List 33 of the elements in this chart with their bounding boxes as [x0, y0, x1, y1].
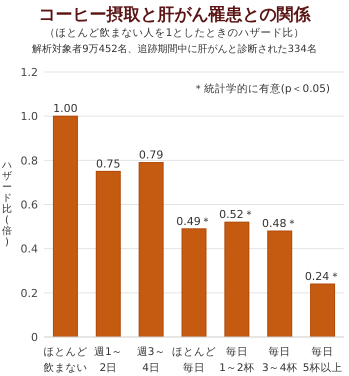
data-label: 0.79 — [138, 148, 164, 162]
y-axis-title: ハザード比(倍) — [1, 160, 12, 248]
x-tick-label: ほとんど飲まない — [43, 346, 88, 374]
bar — [96, 170, 121, 338]
data-label: 0.52＊ — [219, 208, 255, 222]
data-label: 0.24＊ — [304, 270, 340, 283]
data-label: 0.49＊ — [176, 214, 212, 228]
y-tick-label: 1.2 — [20, 66, 38, 79]
x-tick-label: 毎日3～4杯 — [262, 346, 298, 374]
bar — [310, 284, 336, 338]
y-tick-label: 0.2 — [20, 286, 38, 300]
bar — [224, 222, 250, 338]
x-tick-label: 週3～4日 — [136, 346, 166, 374]
annotation: ＊統計学的に有意(p＜0.05) — [192, 82, 330, 95]
y-tick-label: 0 — [31, 331, 38, 344]
y-tick-label: 0.6 — [20, 198, 38, 212]
chart-title: コーヒー摂取と肝がん罹患との関係 — [38, 5, 312, 25]
x-tick-label: 週1～2日 — [94, 346, 123, 374]
text: 解析対象者9万452名、追跡期間中に肝がんと診断された334名 — [32, 43, 317, 55]
bar — [138, 162, 164, 338]
y-tick-label: 0.4 — [20, 242, 38, 256]
data-label: 0.48＊ — [262, 217, 298, 230]
x-tick-label: 毎日5杯以上 — [302, 346, 342, 374]
chart-subtitle: （ほとんど飲まない人を1としたときのハザード比） — [44, 26, 304, 39]
x-tick-label: ほとんど毎日 — [172, 346, 216, 374]
data-label: 1.00 — [53, 102, 78, 116]
bar — [267, 230, 292, 338]
data-label: 0.75 — [96, 157, 121, 170]
bar — [182, 228, 206, 338]
x-tick-label: 毎日1～2杯 — [219, 346, 255, 374]
bar — [52, 116, 78, 338]
y-tick-label: 1.0 — [20, 110, 38, 124]
y-tick-label: 0.8 — [20, 154, 38, 168]
